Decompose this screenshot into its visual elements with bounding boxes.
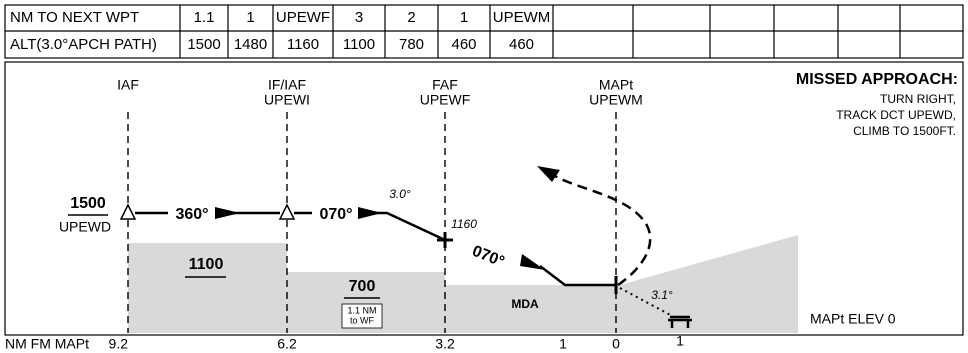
table-cell: UPEWM <box>493 9 551 26</box>
elevation: MAPt ELEV 0 <box>810 311 896 327</box>
fix-name: IF/IAF <box>268 77 306 93</box>
scale-tick: 9.2 <box>109 336 129 352</box>
scale-tick: 1 <box>676 333 684 349</box>
fix-ident: UPEWD <box>59 219 111 235</box>
missed-title: MISSED APPROACH: <box>796 71 958 88</box>
scale-tick: 3.2 <box>435 336 455 352</box>
arrow <box>358 207 382 219</box>
course: 070° <box>319 206 352 223</box>
table-cell: 3 <box>355 9 363 26</box>
scale-label: NM FM MAPt <box>5 336 89 352</box>
waypoint-triangle <box>119 203 137 220</box>
table-header-cell: NM TO NEXT WPT <box>10 9 139 26</box>
missed-text: TURN RIGHT, <box>880 92 956 106</box>
faf-symbol <box>437 232 453 248</box>
fix-name: MAPt <box>599 77 633 93</box>
flight-path <box>539 265 616 287</box>
table-cell: 2 <box>407 9 415 26</box>
fix-ident: UPEWM <box>589 92 643 108</box>
table-cell: 1160 <box>287 36 319 53</box>
table-cell: 1.1 <box>194 9 215 26</box>
fix-ident: UPEWI <box>264 92 310 108</box>
glide-angle: 3.0° <box>389 187 411 201</box>
visual-segment <box>619 287 677 319</box>
terrain-altitude: 1100 <box>189 256 224 273</box>
table-header-cell: ALT(3.0°APCH PATH) <box>10 36 157 53</box>
scale-tick: 1 <box>559 336 567 352</box>
altitude: 1500 <box>70 195 106 212</box>
faf-altitude: 1160 <box>451 217 477 231</box>
fix-name: IAF <box>117 77 139 93</box>
scale-tick: 6.2 <box>277 336 297 352</box>
terrain <box>128 235 798 333</box>
missed-approach-path <box>554 174 652 287</box>
table-cell: 1 <box>460 9 468 26</box>
table-cell: 460 <box>451 36 476 53</box>
arrow <box>215 207 240 219</box>
visual-angle: 3.1° <box>651 288 673 302</box>
table-cell: 1480 <box>234 36 267 53</box>
runway-symbol <box>668 315 692 328</box>
missed-text: CLIMB TO 1500FT. <box>853 124 956 138</box>
table-cell: 780 <box>399 36 424 53</box>
waypoint-table: NM TO NEXT WPT 1.1 1 UPEWF 3 2 1 UPEWM ALT(3.0°A… <box>4 4 964 59</box>
table-cell: 1100 <box>343 36 375 53</box>
profile-frame <box>4 61 964 336</box>
table-cell: 1 <box>246 9 254 26</box>
arrow <box>520 254 545 270</box>
table-cell: UPEWF <box>276 9 330 26</box>
flight-path <box>360 211 446 242</box>
arrow <box>537 166 560 182</box>
fix-name: FAF <box>432 77 458 93</box>
table-cell: 1500 <box>187 36 220 53</box>
note-box <box>341 303 383 329</box>
missed-text: TRACK DCT UPEWD, <box>836 108 956 122</box>
terrain-altitude: 700 <box>349 278 376 295</box>
table-cell: 460 <box>509 36 534 53</box>
scale-tick: 0 <box>612 336 620 352</box>
mda: MDA <box>511 297 539 311</box>
course: 360° <box>175 206 208 223</box>
waypoint-triangle <box>278 203 296 220</box>
note: to WF <box>350 315 375 325</box>
note: 1.1 NM <box>347 305 376 315</box>
fix-ident: UPEWF <box>420 92 471 108</box>
course: 070° <box>470 243 507 271</box>
